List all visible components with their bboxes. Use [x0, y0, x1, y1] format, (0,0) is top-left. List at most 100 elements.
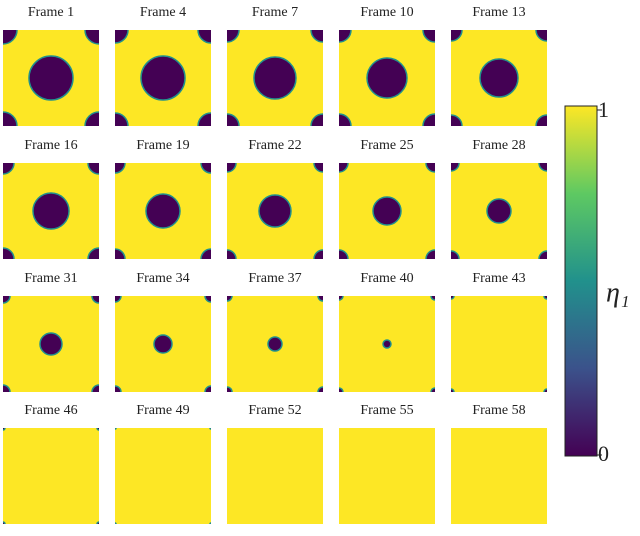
corner-region — [227, 386, 233, 392]
corner-region — [3, 163, 15, 175]
corner-region — [84, 111, 99, 126]
center-region — [153, 334, 173, 354]
corner-region — [227, 30, 240, 43]
corner-region — [313, 249, 323, 259]
corner-region — [317, 296, 323, 302]
corner-region — [87, 163, 99, 175]
frame-panel — [227, 296, 323, 392]
corner-region — [227, 113, 240, 126]
corner-region — [313, 163, 323, 173]
panel-bg — [115, 428, 211, 524]
colorbar — [564, 105, 598, 457]
frame-panel — [339, 296, 435, 392]
frame-title: Frame 55 — [360, 403, 413, 418]
frame-title: Frame 58 — [472, 403, 525, 418]
center-region — [267, 336, 283, 352]
frame-panel — [451, 163, 547, 259]
frame-title: Frame 40 — [360, 271, 413, 286]
corner-region — [197, 112, 211, 126]
colorbar-tick-label: 1 — [598, 97, 609, 122]
corner-region — [535, 114, 547, 126]
corner-region — [227, 163, 237, 173]
frame-panel — [227, 30, 323, 126]
corner-region — [425, 249, 435, 259]
corner-region — [339, 113, 352, 126]
frame-title: Frame 10 — [360, 5, 413, 20]
panel-bg — [3, 428, 99, 524]
corner-region — [3, 384, 11, 392]
frame-panel — [227, 428, 323, 524]
corner-region — [422, 30, 435, 43]
corner-region — [3, 111, 18, 126]
frame-panel — [3, 30, 99, 126]
corner-region — [543, 388, 547, 392]
frame-panel — [3, 163, 99, 259]
center-region — [145, 193, 181, 229]
frame-panel — [339, 428, 435, 524]
corner-region — [115, 428, 117, 430]
corner-region — [96, 428, 99, 431]
corner-region — [339, 163, 349, 173]
corner-region — [227, 296, 233, 302]
corner-region — [339, 30, 352, 43]
frame-panel — [115, 296, 211, 392]
frame-title: Frame 43 — [472, 271, 525, 286]
corner-region — [115, 385, 122, 392]
center-region — [382, 339, 392, 349]
corner-region — [451, 30, 463, 42]
center-region — [366, 57, 408, 99]
center-region — [253, 56, 297, 100]
center-region — [39, 332, 63, 356]
corner-region — [209, 428, 211, 430]
frame-title: Frame 28 — [472, 138, 525, 153]
corner-region — [451, 163, 460, 172]
frame-panel — [339, 30, 435, 126]
frame-title: Frame 37 — [248, 271, 301, 286]
frame-title: Frame 31 — [24, 271, 77, 286]
panel-bg — [227, 428, 323, 524]
corner-region — [422, 113, 435, 126]
colorbar-label: η₁ — [606, 277, 630, 308]
center-region — [258, 194, 292, 228]
panel-bg — [339, 428, 435, 524]
frame-title: Frame 19 — [136, 138, 189, 153]
frame-title: Frame 4 — [140, 5, 186, 20]
corner-region — [317, 386, 323, 392]
panel-bg — [451, 428, 547, 524]
corner-region — [200, 163, 211, 174]
corner-region — [310, 113, 323, 126]
corner-region — [430, 387, 435, 392]
center-region — [32, 192, 70, 230]
corner-region — [451, 388, 455, 392]
corner-region — [425, 163, 435, 173]
corner-region — [115, 112, 129, 126]
corner-region — [91, 296, 99, 304]
frame-panel — [339, 163, 435, 259]
center-region — [28, 55, 74, 101]
frame-panel — [451, 428, 547, 524]
center-region — [486, 198, 512, 224]
corner-region — [451, 250, 460, 259]
corner-region — [451, 296, 455, 300]
corner-region — [84, 30, 99, 45]
corner-region — [3, 296, 11, 304]
panel-bg — [451, 296, 547, 392]
center-region — [140, 55, 186, 101]
frame-panel — [115, 30, 211, 126]
frame-panel — [451, 30, 547, 126]
corner-region — [87, 247, 99, 259]
center-region — [372, 196, 402, 226]
corner-region — [430, 296, 435, 301]
corner-region — [3, 247, 15, 259]
corner-region — [3, 428, 6, 431]
corner-region — [3, 521, 6, 524]
frame-title: Frame 25 — [360, 138, 413, 153]
frame-panel — [451, 296, 547, 392]
corner-region — [204, 385, 211, 392]
corner-region — [339, 249, 349, 259]
frame-panel — [3, 296, 99, 392]
corner-region — [115, 30, 129, 44]
frame-panel — [3, 428, 99, 524]
